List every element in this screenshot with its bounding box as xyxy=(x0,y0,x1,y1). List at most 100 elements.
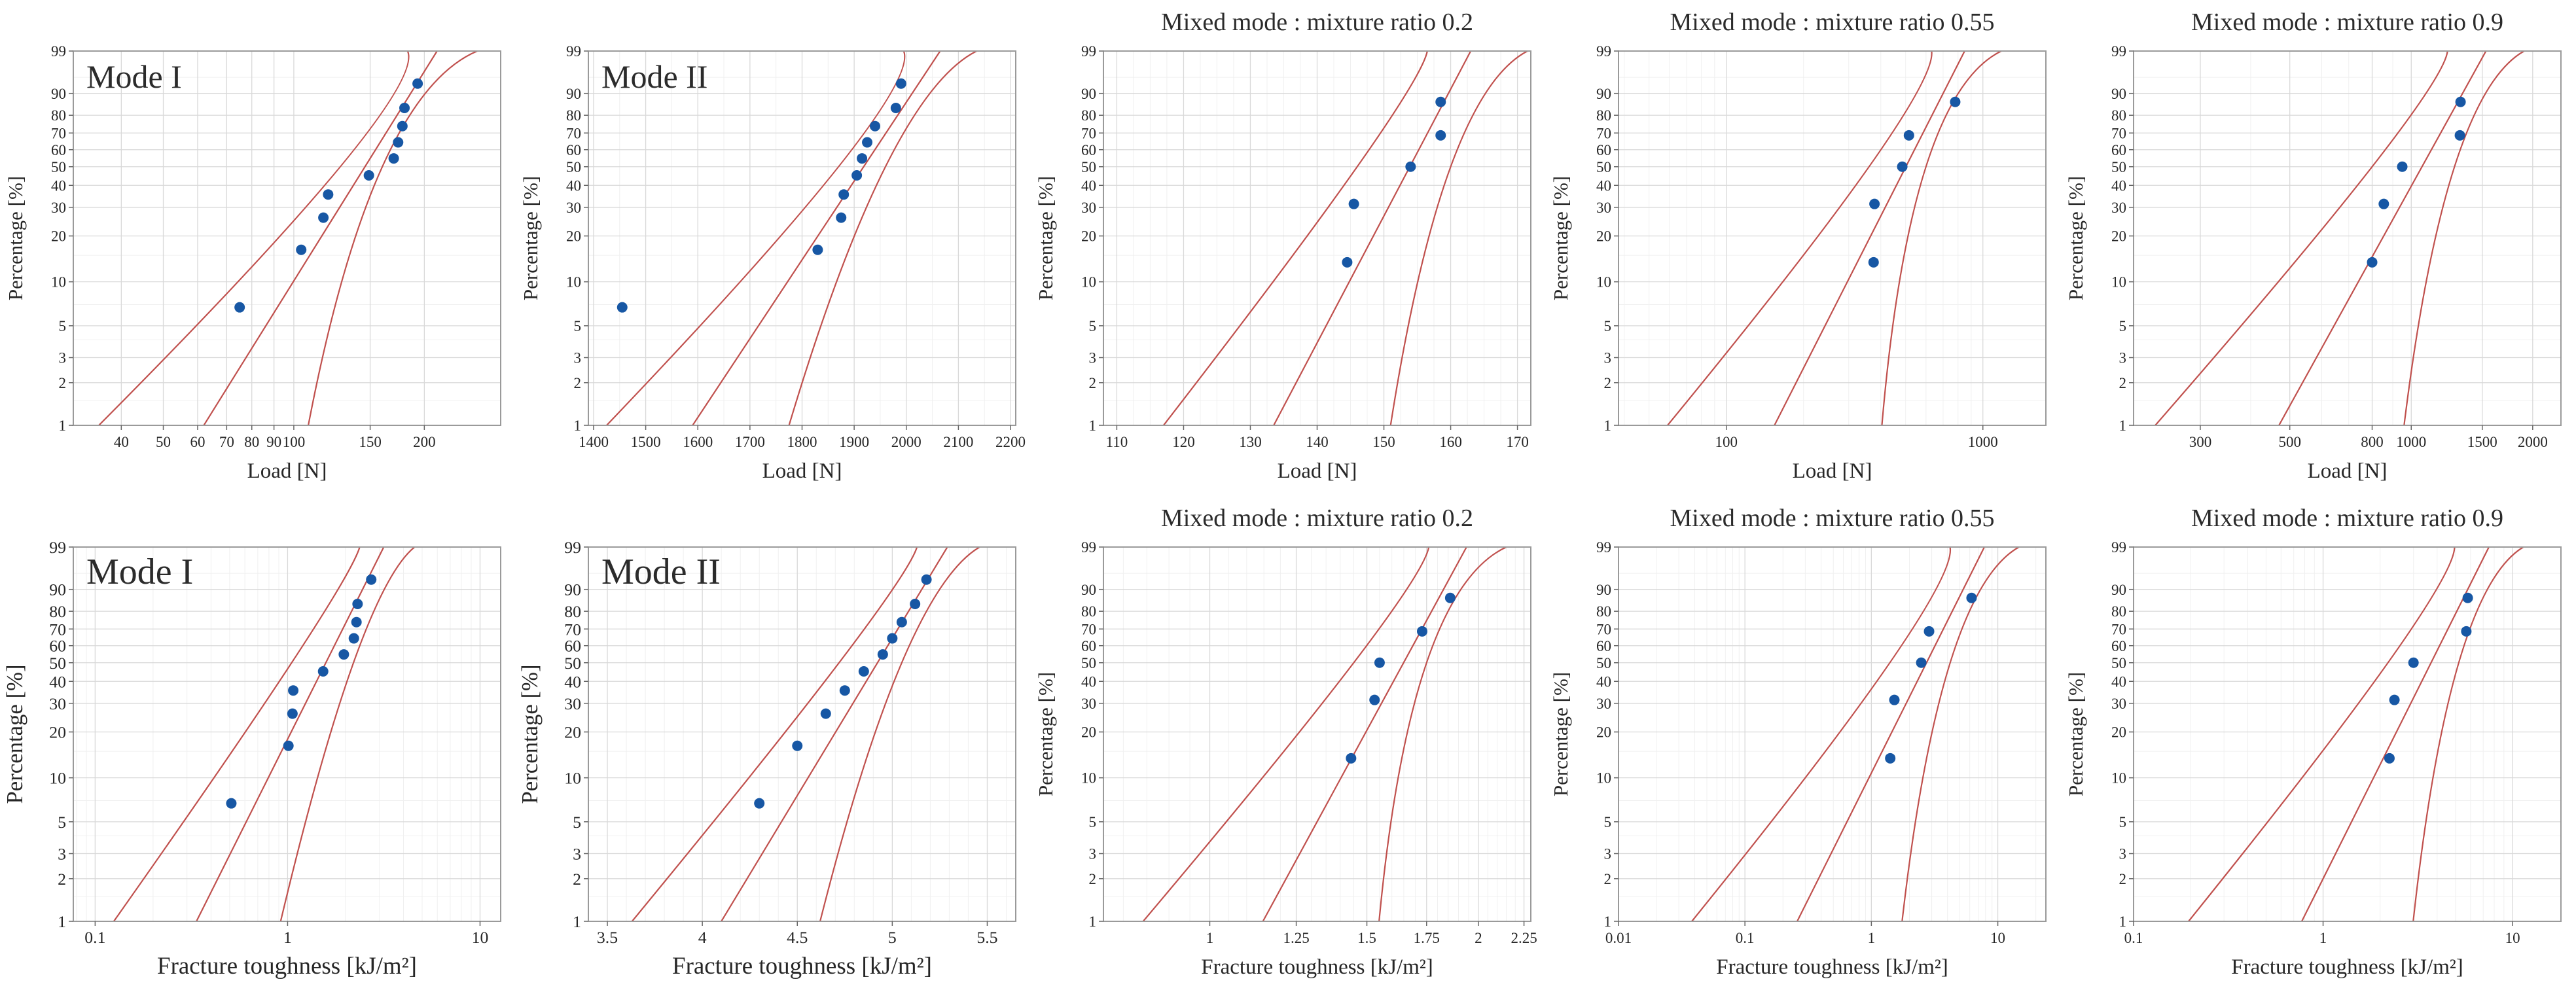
y-tick-label: 70 xyxy=(2111,125,2126,141)
y-tick-label: 40 xyxy=(49,672,66,691)
data-point xyxy=(858,666,869,677)
y-tick-label: 60 xyxy=(1081,638,1096,654)
y-tick-label: 1 xyxy=(2119,417,2127,434)
data-points xyxy=(226,574,377,809)
y-tick-label: 80 xyxy=(1081,603,1096,620)
chart-title: Mode II xyxy=(601,58,707,95)
data-point xyxy=(862,137,873,148)
weibull-lines xyxy=(113,547,416,921)
data-point xyxy=(851,170,863,181)
data-point xyxy=(857,153,868,164)
data-point xyxy=(895,78,906,89)
fit-line xyxy=(721,547,948,921)
data-point xyxy=(1435,130,1446,141)
chart-cell-7: 1 2 3 5 10 20 30 40 50 60 70 80 90 99 1 1.25 1.5 1.75 2 2.2… xyxy=(1030,496,1545,992)
y-tick-label: 2 xyxy=(1604,375,1612,391)
y-tick-label: 2 xyxy=(573,870,581,889)
x-tick-label: 5 xyxy=(888,928,897,947)
data-point xyxy=(1889,694,1900,705)
data-point xyxy=(2455,96,2466,107)
data-point xyxy=(1374,657,1385,668)
y-tick-label: 99 xyxy=(564,538,581,557)
x-tick-label: 1000 xyxy=(1968,434,1998,450)
y-tick-label: 30 xyxy=(49,694,66,713)
y-tick-label: 40 xyxy=(1081,673,1096,690)
y-axis-title: Percentage [%] xyxy=(1549,176,1572,300)
x-tick-label: 50 xyxy=(156,434,171,450)
y-tick-label: 80 xyxy=(1596,107,1611,124)
y-tick-label: 70 xyxy=(1596,125,1611,141)
data-point xyxy=(820,708,831,719)
confidence-bound-right xyxy=(1881,51,2002,425)
data-point xyxy=(296,244,307,255)
y-tick-label: 60 xyxy=(1596,142,1611,158)
y-tick-label: 90 xyxy=(49,580,66,599)
y-axis-title: Percentage [%] xyxy=(1034,672,1057,796)
chart-cell-9: 1 2 3 5 10 20 30 40 50 60 70 80 90 99 0.1 1 10 Fracture t… xyxy=(2060,496,2575,992)
x-tick-label: 130 xyxy=(1239,434,1262,450)
chart-cell-4: 1 2 3 5 10 20 30 40 50 60 70 80 90 99 300 500 800 1000 150… xyxy=(2060,0,2575,496)
confidence-bound-left xyxy=(1667,51,1933,425)
confidence-bound-left xyxy=(2155,51,2448,425)
data-points xyxy=(1885,592,1977,764)
y-axis-title: Percentage [%] xyxy=(1034,176,1057,300)
data-point xyxy=(617,302,628,313)
y-tick-label: 1 xyxy=(1604,417,1612,434)
y-tick-label: 2 xyxy=(2119,375,2127,391)
y-tick-label: 50 xyxy=(1596,655,1611,671)
data-point xyxy=(1405,161,1416,172)
data-point xyxy=(1916,657,1927,668)
data-point xyxy=(234,302,245,313)
x-tick-label: 10 xyxy=(2505,930,2520,946)
data-points xyxy=(1346,592,1456,764)
x-tick-label: 1800 xyxy=(787,434,817,450)
y-tick-label: 70 xyxy=(51,125,66,141)
data-point xyxy=(2378,198,2389,209)
data-point xyxy=(1897,161,1908,172)
x-tick-label: 1.5 xyxy=(1357,930,1376,946)
confidence-bound-left xyxy=(606,51,906,425)
data-point xyxy=(1444,592,1456,603)
x-tick-label: 4 xyxy=(698,928,707,947)
x-tick-label: 1 xyxy=(1868,930,1876,946)
data-point xyxy=(1950,96,1961,107)
weibull-lines xyxy=(2188,547,2524,921)
y-tick-label: 40 xyxy=(1596,177,1611,194)
x-tick-label: 160 xyxy=(1439,434,1462,450)
y-tick-label: 30 xyxy=(2111,696,2126,712)
data-point xyxy=(399,102,410,113)
data-point xyxy=(1903,130,1914,141)
fit-line xyxy=(2301,547,2490,921)
x-tick-label: 110 xyxy=(1106,434,1128,450)
y-tick-label: 99 xyxy=(1596,539,1611,556)
data-point xyxy=(2397,161,2408,172)
confidence-bound-left xyxy=(98,51,410,425)
x-tick-label: 1700 xyxy=(735,434,765,450)
y-tick-label: 1 xyxy=(59,417,67,434)
y-tick-label: 2 xyxy=(1604,871,1612,887)
data-point xyxy=(338,649,349,660)
y-tick-label: 10 xyxy=(51,274,66,291)
chart-title: Mixed mode : mixture ratio 0.2 xyxy=(1161,9,1473,36)
data-point xyxy=(412,78,423,89)
plot-border xyxy=(2133,546,2562,922)
y-tick-label: 40 xyxy=(566,177,581,194)
fit-line xyxy=(692,51,941,425)
plot-border xyxy=(73,50,501,426)
y-axis-title: Percentage [%] xyxy=(517,664,543,804)
x-tick-label: 2.25 xyxy=(1511,930,1537,946)
x-tick-label: 200 xyxy=(413,434,436,450)
y-tick-label: 1 xyxy=(1089,417,1097,434)
y-tick-label: 90 xyxy=(1081,86,1096,102)
y-tick-label: 60 xyxy=(1081,142,1096,158)
y-tick-label: 2 xyxy=(59,375,67,391)
x-tick-label: 80 xyxy=(244,434,259,450)
data-points xyxy=(1342,96,1446,268)
fit-line xyxy=(2278,51,2487,425)
y-tick-label: 80 xyxy=(51,107,66,124)
data-point xyxy=(1348,198,1359,209)
y-tick-label: 40 xyxy=(1081,177,1096,194)
